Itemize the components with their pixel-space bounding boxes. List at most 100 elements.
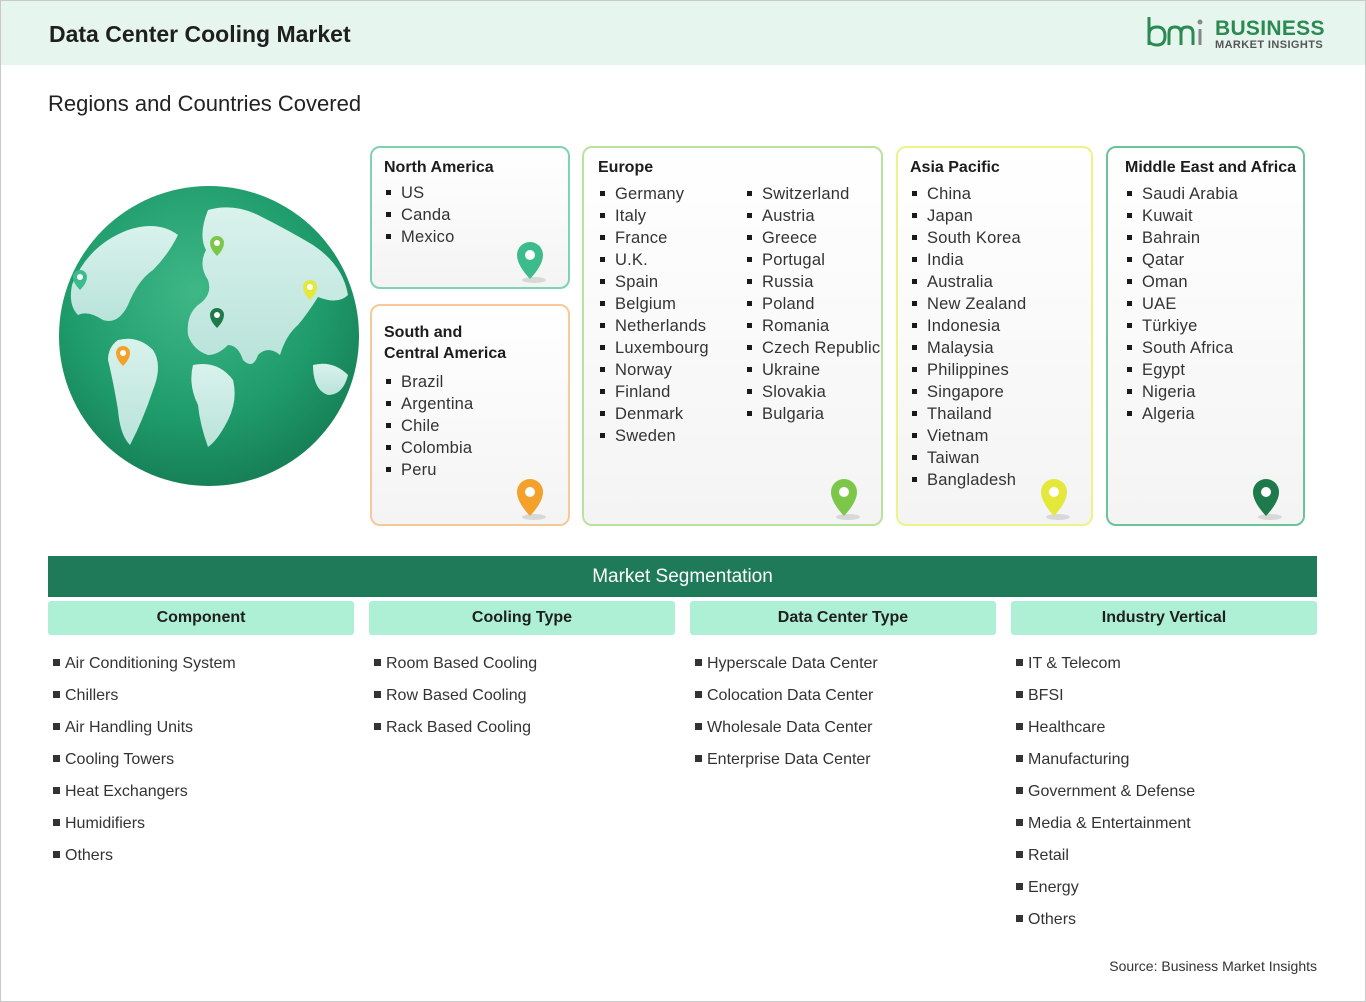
country-item: Sweden [598,425,709,447]
country-item: India [910,249,1026,271]
country-item: Argentina [384,393,473,415]
country-item: Finland [598,381,709,403]
country-list-col1: Germany Italy France U.K. Spain Belgium Nether… [598,183,709,447]
segment-item: Air Conditioning System [53,653,236,685]
bullet-square-icon [374,723,381,730]
country-item: Norway [598,359,709,381]
bmi-logo-icon [1147,17,1203,47]
segment-item: Colocation Data Center [695,685,878,717]
segment-item: Cooling Towers [53,749,236,781]
region-name-line2: Central America [384,345,507,362]
region-card-asia-pacific: Asia Pacific China Japan South Korea India A… [896,146,1093,526]
segment-item: Healthcare [1016,717,1195,749]
country-item: Colombia [384,437,473,459]
bullet-square-icon [1016,851,1023,858]
globe-pin-green [210,236,224,256]
segment-item-label: Government & Defense [1028,783,1196,800]
country-list: China Japan South Korea India Australia New Z… [910,183,1026,491]
bullet-square-icon [53,851,60,858]
region-card-south-central-america: South and Central America Brazil Argentin… [370,304,570,526]
region-card-north-america: North America US Canda Mexico [370,146,570,289]
segment-item-label: Humidifiers [65,815,146,832]
segment-item-label: Heat Exchangers [65,783,188,800]
bullet-square-icon [1016,915,1023,922]
bullet-square-icon [695,755,702,762]
country-item: Brazil [384,371,473,393]
bullet-square-icon [1016,787,1023,794]
country-item: Switzerland [745,183,880,205]
country-item: Italy [598,205,709,227]
bullet-square-icon [1016,755,1023,762]
segment-header-component: Component [48,601,354,635]
country-item: Algeria [1125,403,1238,425]
logo-text-business: BUSINESS [1215,17,1325,40]
segment-item: Others [53,845,236,877]
segment-list-cooling-type: Room Based Cooling Row Based Cooling Rack … [374,653,537,749]
country-item: South Africa [1125,337,1238,359]
segment-item-label: Air Conditioning System [65,655,236,672]
bullet-square-icon [53,787,60,794]
segment-item: Wholesale Data Center [695,717,878,749]
segment-item-label: Cooling Towers [65,751,175,768]
logo-text-market-insights: MARKET INSIGHTS [1215,39,1324,51]
segment-item: Government & Defense [1016,781,1195,813]
region-name: Europe [598,159,654,176]
segment-item-label: IT & Telecom [1028,655,1121,672]
country-list: Brazil Argentina Chile Colombia Peru [384,371,473,481]
segment-item: Media & Entertainment [1016,813,1195,845]
map-pin-icon [831,479,860,520]
country-item: Spain [598,271,709,293]
country-item: Egypt [1125,359,1238,381]
segment-item-label: Manufacturing [1028,751,1130,768]
bullet-square-icon [1016,819,1023,826]
segment-item-label: Media & Entertainment [1028,815,1191,832]
header: Data Center Cooling Market BUSINESS MARK… [1,1,1365,65]
segment-list-component: Air Conditioning System Chillers Air Handl… [53,653,236,877]
country-item: Bahrain [1125,227,1238,249]
country-item: Luxembourg [598,337,709,359]
segment-header-data-center-type: Data Center Type [690,601,996,635]
country-item: Greece [745,227,880,249]
country-item: US [384,182,454,204]
country-item: Türkiye [1125,315,1238,337]
bullet-square-icon [53,819,60,826]
bullet-square-icon [695,659,702,666]
country-item: Nigeria [1125,381,1238,403]
country-item: Vietnam [910,425,1026,447]
country-list-col2: Switzerland Austria Greece Portugal Russia Po… [745,183,880,425]
globe-pin-darkgreen [210,308,224,328]
country-item: UAE [1125,293,1238,315]
country-item: Czech Republic [745,337,880,359]
segment-item-label: Wholesale Data Center [707,719,873,736]
segment-item: Manufacturing [1016,749,1195,781]
segment-item-label: Room Based Cooling [386,655,538,672]
region-name: Asia Pacific [910,159,1000,176]
bullet-square-icon [374,691,381,698]
segment-item-label: Others [1028,911,1077,928]
segment-item-label: Retail [1028,847,1069,864]
country-item: Indonesia [910,315,1026,337]
country-item: Slovakia [745,381,880,403]
segment-item-label: Others [65,847,114,864]
country-item: Mexico [384,226,454,248]
country-item: Thailand [910,403,1026,425]
country-item: South Korea [910,227,1026,249]
segment-item: Row Based Cooling [374,685,537,717]
map-pin-icon [1041,479,1070,520]
segment-item-label: Enterprise Data Center [707,751,871,768]
segment-item-label: Rack Based Cooling [386,719,531,736]
globe-pin-orange [116,346,130,366]
globe-pin-teal [73,270,87,290]
country-item: Saudi Arabia [1125,183,1238,205]
segment-list-industry-vertical: IT & Telecom BFSI Healthcare Manufacturing G… [1016,653,1195,941]
country-list: US Canda Mexico [384,182,454,248]
bullet-square-icon [53,723,60,730]
region-name-line1: South and [384,324,463,341]
segment-item: Humidifiers [53,813,236,845]
segment-item: Heat Exchangers [53,781,236,813]
region-name: Middle East and Africa [1125,159,1296,176]
page-title: Data Center Cooling Market [49,21,351,47]
country-item: Denmark [598,403,709,425]
country-item: Bangladesh [910,469,1026,491]
segment-item: Enterprise Data Center [695,749,878,781]
